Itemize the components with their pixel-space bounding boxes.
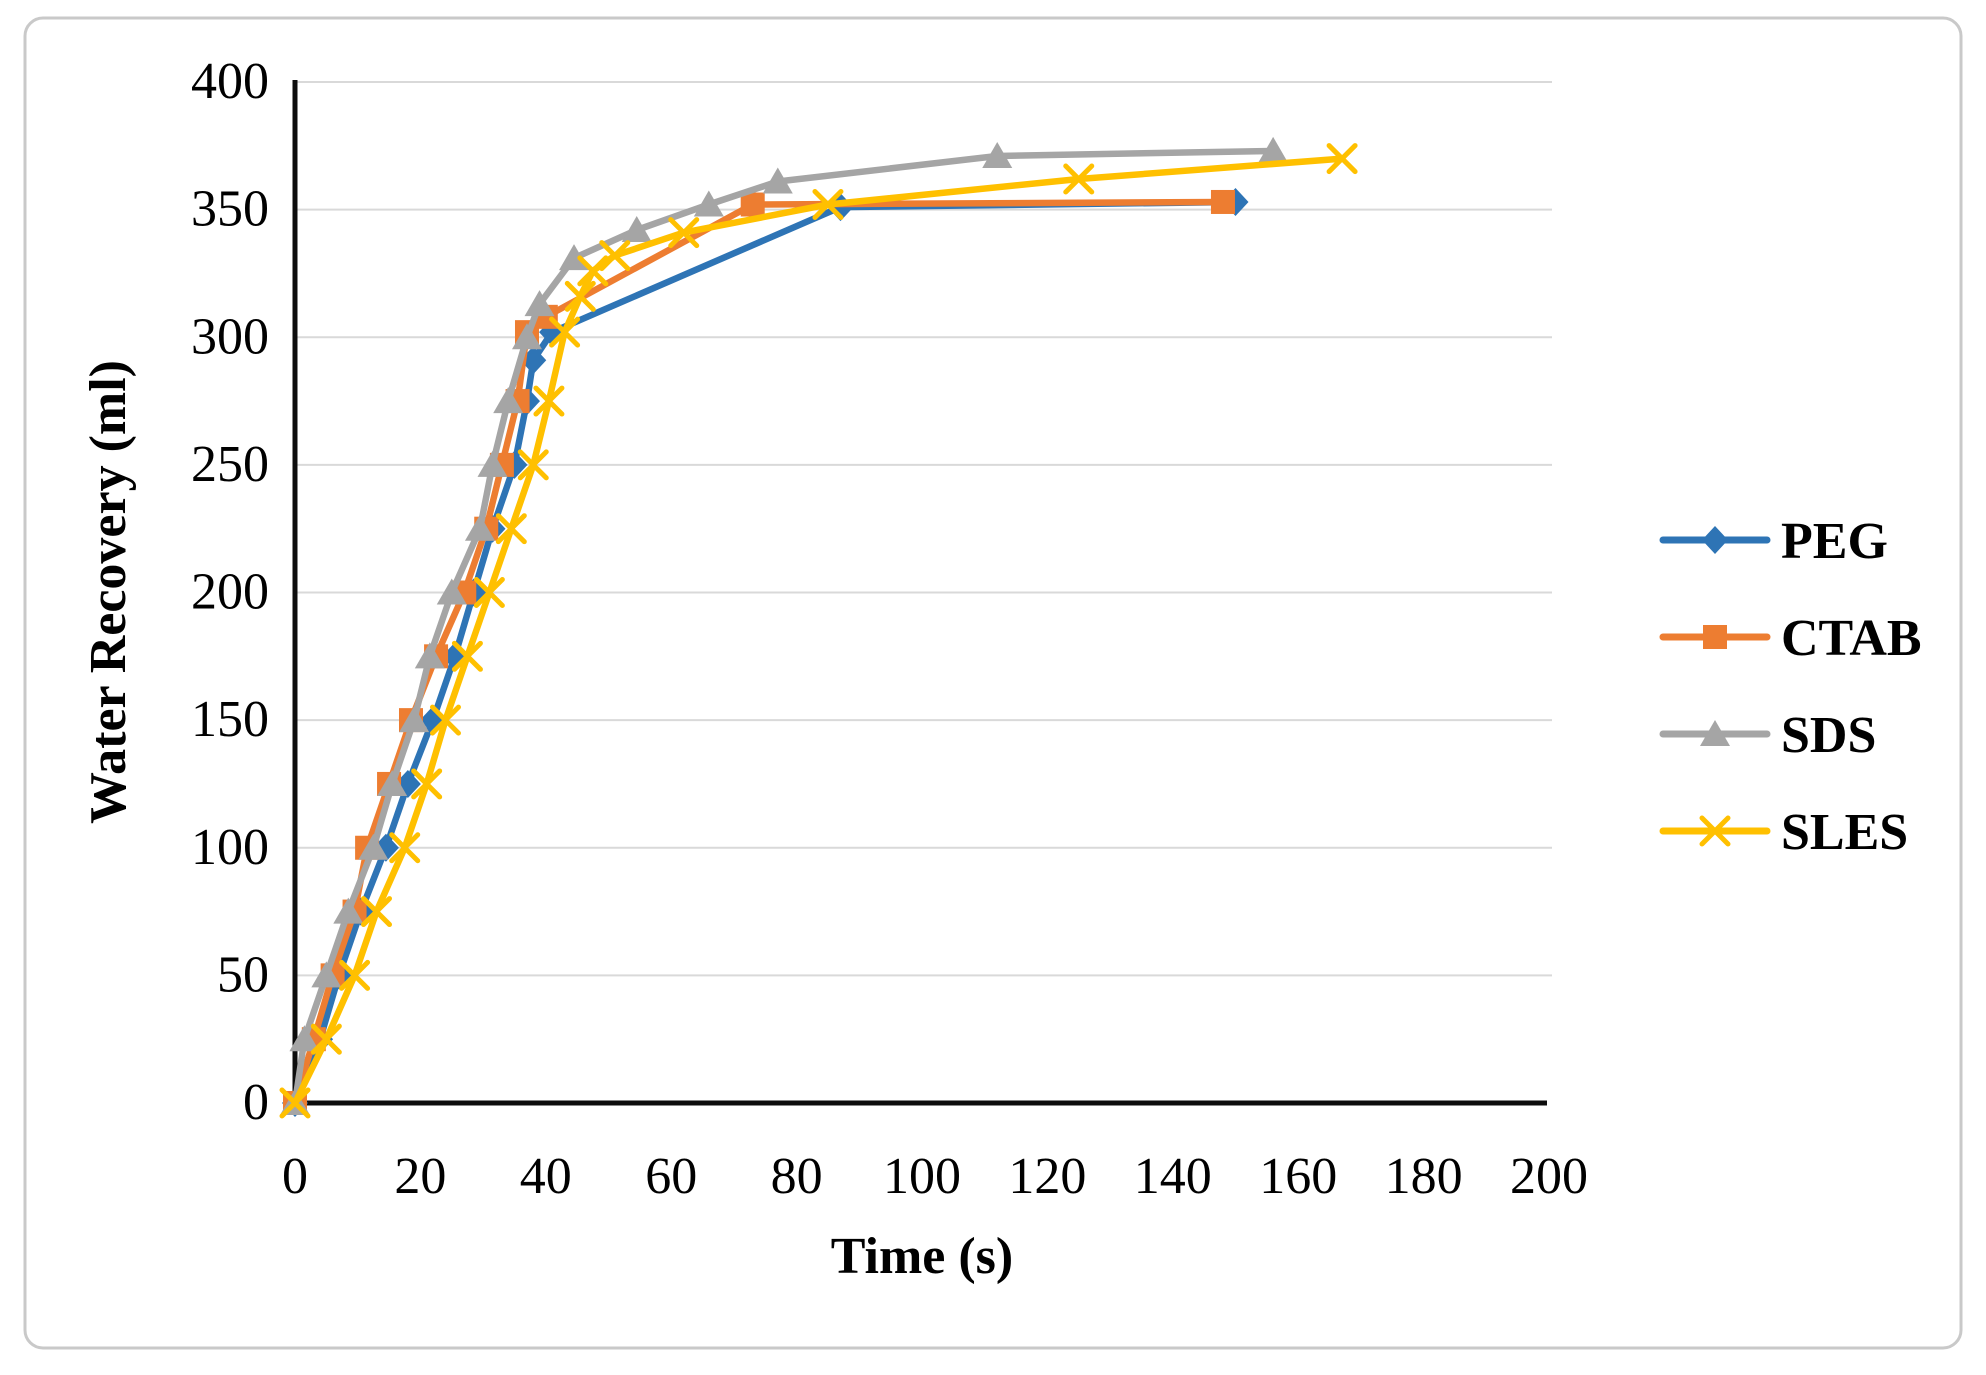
sles-marker-icon	[668, 217, 700, 249]
y-tick-label-50: 50	[217, 946, 269, 1003]
x-tick-label-180: 180	[1385, 1148, 1463, 1205]
x-tick-label-20: 20	[394, 1148, 446, 1205]
y-tick-label-350: 350	[191, 181, 269, 238]
sds-marker-icon	[414, 642, 445, 669]
legend-item-sds: SDS	[1659, 707, 1876, 764]
series-peg-line	[291, 198, 1239, 1107]
series-layer	[279, 136, 1358, 1119]
sles-marker-icon	[411, 768, 443, 800]
sles-marker-icon	[473, 577, 505, 608]
y-tick-label-150: 150	[191, 691, 269, 748]
series-sds-markers	[280, 136, 1289, 1115]
sds-marker-icon	[493, 387, 524, 414]
sds-marker-icon	[511, 323, 542, 350]
sds-marker-icon	[311, 961, 342, 988]
sds-marker-icon	[762, 167, 793, 194]
x-tick-label-60: 60	[645, 1148, 697, 1205]
ctab-marker-icon	[740, 192, 765, 217]
sds-marker-icon	[621, 216, 652, 243]
x-tick-label-160: 160	[1259, 1148, 1337, 1205]
sds-marker-icon	[477, 450, 508, 477]
sles-marker-icon	[339, 959, 371, 991]
legend-item-sles: SLES	[1659, 804, 1908, 861]
x-tick-label-40: 40	[520, 1148, 572, 1205]
legend: PEG CTAB SDS SLES	[1659, 513, 1922, 861]
series-sles-markers	[279, 143, 1358, 1119]
sles-marker-icon	[361, 896, 393, 928]
legend-label-peg: PEG	[1781, 513, 1888, 570]
sds-marker-icon	[399, 706, 430, 733]
sles-marker-icon	[451, 640, 483, 672]
sds-legend-marker-icon	[1700, 720, 1730, 746]
sles-marker-icon	[599, 240, 631, 272]
sles-marker-icon	[429, 704, 461, 736]
y-tick-label-0: 0	[243, 1074, 269, 1131]
sds-marker-icon	[358, 833, 389, 860]
y-tick-label-100: 100	[191, 819, 269, 876]
sds-marker-icon	[289, 1025, 320, 1052]
legend-label-ctab: CTAB	[1781, 610, 1922, 667]
sles-marker-icon	[310, 1023, 342, 1055]
sds-marker-icon	[333, 897, 364, 924]
legend-item-ctab: CTAB	[1659, 610, 1922, 667]
x-tick-label-200: 200	[1510, 1148, 1588, 1205]
x-axis-title: Time (s)	[831, 1228, 1013, 1285]
sles-marker-icon	[389, 832, 421, 864]
y-axis-title: Water Recovery (ml)	[80, 360, 137, 824]
sds-marker-icon	[693, 190, 724, 217]
y-tick-label-200: 200	[191, 564, 269, 621]
sds-marker-icon	[1258, 136, 1289, 163]
x-axis-tick-labels: 0 20 40 60 80 100 120 140 160 180 200	[282, 1148, 1588, 1205]
series-sds	[280, 136, 1289, 1115]
sles-marker-icon	[279, 1087, 311, 1119]
sds-marker-icon	[524, 290, 555, 317]
y-tick-label-400: 400	[191, 53, 269, 110]
x-tick-label-100: 100	[883, 1148, 961, 1205]
sles-marker-icon	[812, 189, 844, 221]
x-tick-label-140: 140	[1134, 1148, 1212, 1205]
sles-legend-marker-icon	[1699, 815, 1731, 847]
peg-legend-marker-icon	[1702, 526, 1728, 554]
sles-marker-icon	[549, 316, 581, 348]
y-tick-label-300: 300	[191, 308, 269, 365]
sds-marker-icon	[982, 142, 1013, 169]
sles-marker-icon	[1326, 143, 1358, 175]
axes	[292, 80, 1547, 1106]
series-sles	[279, 143, 1358, 1119]
sds-marker-icon	[377, 769, 408, 796]
legend-label-sds: SDS	[1781, 707, 1876, 764]
series-sds-line	[291, 147, 1277, 1107]
x-tick-label-0: 0	[282, 1148, 308, 1205]
sds-marker-icon	[436, 578, 467, 605]
sles-marker-icon	[577, 255, 609, 287]
sles-marker-icon	[517, 449, 549, 481]
ctab-marker-icon	[1210, 189, 1235, 214]
sles-marker-icon	[533, 385, 565, 417]
y-tick-label-250: 250	[191, 436, 269, 493]
sles-marker-icon	[495, 513, 527, 545]
legend-item-peg: PEG	[1659, 513, 1888, 570]
x-tick-label-120: 120	[1008, 1148, 1086, 1205]
ctab-legend-marker-icon	[1703, 625, 1727, 649]
figure-border	[23, 16, 1963, 1350]
sds-marker-icon	[464, 514, 495, 541]
sles-marker-icon	[564, 280, 596, 312]
legend-label-sles: SLES	[1781, 804, 1908, 861]
series-sles-line	[291, 155, 1346, 1107]
sds-marker-icon	[559, 244, 590, 271]
y-axis-tick-labels: 0 50 100 150 200 250 300 350 400	[191, 53, 269, 1131]
sles-marker-icon	[1063, 163, 1095, 195]
x-tick-label-80: 80	[771, 1148, 823, 1205]
